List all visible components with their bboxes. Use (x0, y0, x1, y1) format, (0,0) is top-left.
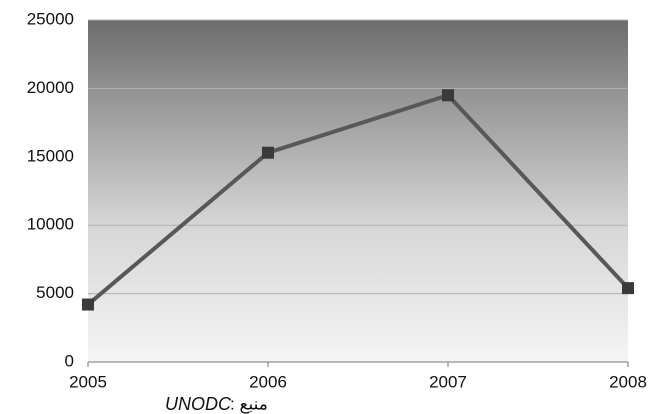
x-tick-label: 2005 (69, 372, 107, 391)
y-tick-label: 5000 (36, 283, 74, 302)
y-tick-label: 15000 (27, 146, 74, 165)
y-tick-label: 0 (65, 351, 74, 370)
y-tick-label: 20000 (27, 78, 74, 97)
x-tick-label: 2006 (249, 372, 287, 391)
point-marker (622, 282, 634, 295)
point-marker (82, 298, 94, 311)
point-marker (442, 89, 454, 102)
x-tick-label: 2008 (609, 372, 647, 391)
y-tick-label: 10000 (27, 215, 74, 234)
point-marker (262, 146, 274, 159)
x-tick-label: 2007 (429, 372, 467, 391)
plot-area (88, 20, 628, 362)
source-name: UNODC (165, 394, 232, 414)
series-line (86, 93, 630, 307)
source-label: منبع : (230, 394, 268, 414)
y-tick-label: 25000 (27, 9, 74, 28)
